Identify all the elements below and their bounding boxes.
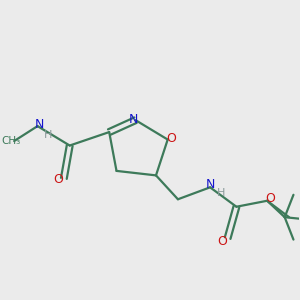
Text: CH₃: CH₃ xyxy=(2,136,21,146)
Text: N: N xyxy=(128,113,138,126)
Text: O: O xyxy=(266,192,276,205)
Text: O: O xyxy=(218,235,227,248)
Text: H: H xyxy=(44,130,52,140)
Text: N: N xyxy=(34,118,44,131)
Text: N: N xyxy=(206,178,215,191)
Text: O: O xyxy=(53,173,63,186)
Text: O: O xyxy=(166,133,176,146)
Text: H: H xyxy=(217,188,225,198)
